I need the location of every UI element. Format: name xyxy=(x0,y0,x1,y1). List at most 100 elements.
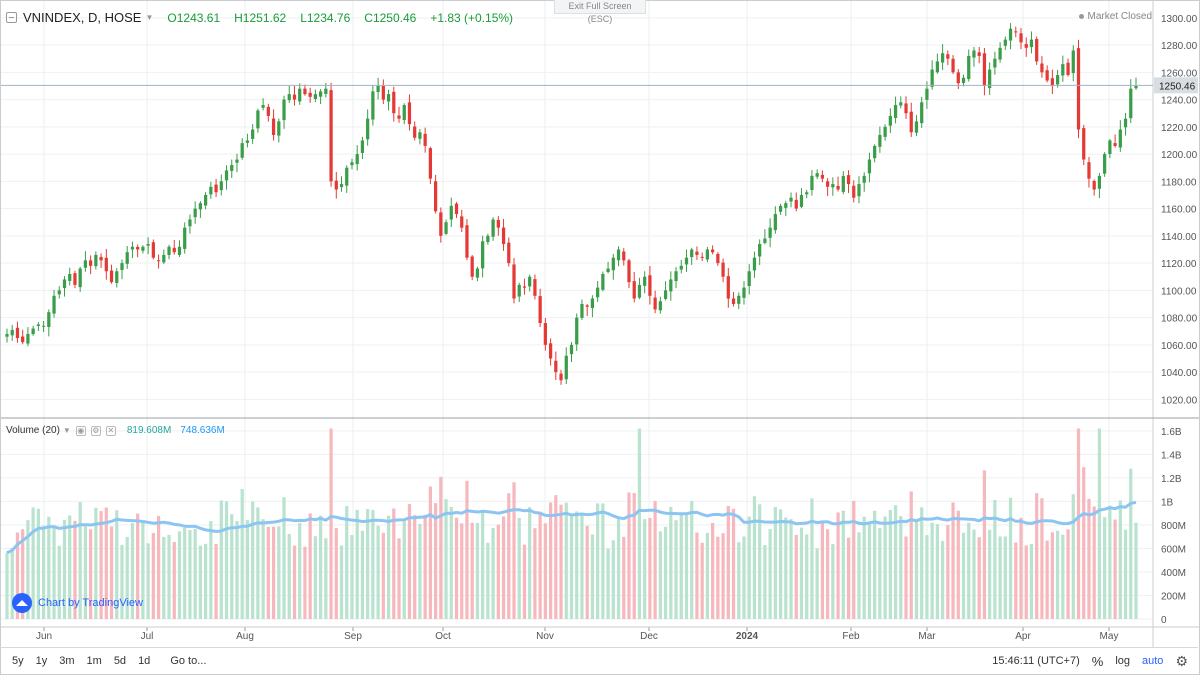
volume-bar xyxy=(1087,498,1091,619)
volume-bar xyxy=(893,505,898,619)
candle-down xyxy=(507,242,511,264)
candles xyxy=(5,23,1138,385)
volume-bar xyxy=(914,521,919,619)
volume-bar xyxy=(1123,529,1128,619)
volume-tick-label: 1B xyxy=(1161,497,1174,508)
volume-bar xyxy=(616,517,621,619)
candle-up xyxy=(198,203,203,210)
volume-bar xyxy=(799,527,804,619)
chevron-down-icon[interactable]: ▼ xyxy=(145,13,154,22)
candle-up xyxy=(386,94,391,102)
tradingview-badge[interactable]: Chart by TradingView xyxy=(12,592,143,614)
price-tick-label: 1180.00 xyxy=(1161,177,1197,188)
volume-bar xyxy=(177,531,182,619)
volume-bar xyxy=(475,522,480,619)
candle-up xyxy=(643,276,647,286)
candle-down xyxy=(392,91,396,114)
range-5y-button[interactable]: 5y xyxy=(12,654,24,667)
volume-bar xyxy=(439,476,443,619)
candle-up xyxy=(183,227,187,249)
volume-bar xyxy=(136,513,140,619)
volume-title[interactable]: Volume (20) xyxy=(6,425,60,436)
volume-bar xyxy=(36,508,40,619)
range-1m-button[interactable]: 1m xyxy=(86,654,102,667)
symbol-collapse-icon[interactable] xyxy=(6,12,17,23)
volume-bar xyxy=(413,515,417,619)
volume-tick-label: 1.4B xyxy=(1161,450,1182,461)
candle-up xyxy=(857,184,861,197)
volume-bar xyxy=(669,506,673,619)
candle-up xyxy=(355,154,359,165)
candle-up xyxy=(878,135,882,147)
candle-up xyxy=(486,235,490,243)
gear-icon[interactable]: ⚙ xyxy=(90,425,101,436)
volume-bar xyxy=(454,517,459,619)
auto-scale-toggle[interactable]: auto xyxy=(1142,655,1164,667)
candle-down xyxy=(381,85,385,100)
price-tick-label: 1260.00 xyxy=(1161,68,1198,79)
candle-up xyxy=(402,105,406,121)
volume-bar xyxy=(1061,534,1065,619)
chart-canvas[interactable]: 1020.00 1040.00 1060.00 1080.00 1100.00 1120.… xyxy=(1,1,1199,647)
volume-bar xyxy=(590,534,595,619)
candle-down xyxy=(846,175,851,185)
toolbar-right: 15:46:11 (UTC+7) % log auto ⚙ xyxy=(992,648,1188,674)
candle-up xyxy=(658,301,662,311)
price-tick-label: 1160.00 xyxy=(1161,205,1197,216)
clock-readout[interactable]: 15:46:11 (UTC+7) xyxy=(992,655,1080,667)
volume-bar xyxy=(658,531,662,619)
candle-up xyxy=(1071,50,1075,74)
volume-bar xyxy=(1003,536,1007,619)
volume-bar xyxy=(533,528,537,619)
close-icon[interactable]: ✕ xyxy=(105,425,116,436)
volume-bar xyxy=(256,507,260,619)
volume-bar xyxy=(585,525,589,619)
range-1d-button[interactable]: 1d xyxy=(138,654,151,667)
volume-bar xyxy=(10,548,14,619)
volume-bar xyxy=(663,526,668,619)
volume-bar xyxy=(778,509,783,619)
price-change: +1.83 (+0.15%) xyxy=(430,10,514,25)
goto-date-button[interactable]: Go to... xyxy=(170,654,207,667)
range-1y-button[interactable]: 1y xyxy=(35,654,48,667)
volume-bar xyxy=(496,524,500,619)
month-tick-label: Nov xyxy=(536,631,554,642)
exit-fullscreen-button[interactable]: Exit Full Screen (ESC) xyxy=(554,0,646,24)
volume-bar xyxy=(920,507,924,619)
volume-bar xyxy=(1014,542,1018,619)
candle-down xyxy=(99,256,103,261)
price-tick-label: 1120.00 xyxy=(1161,259,1197,270)
volume-bar xyxy=(89,529,93,619)
chevron-down-icon[interactable]: ▼ xyxy=(62,426,71,435)
volume-bar xyxy=(83,525,88,619)
range-3m-button[interactable]: 3m xyxy=(59,654,75,667)
volume-bar xyxy=(245,520,250,619)
volume-tick-label: 1.2B xyxy=(1161,474,1182,485)
candle-up xyxy=(596,287,600,298)
range-5d-button[interactable]: 5d xyxy=(113,654,127,667)
symbol-name[interactable]: VNINDEX, D, HOSE xyxy=(23,10,142,25)
settings-gear-icon[interactable]: ⚙ xyxy=(1175,652,1188,669)
volume-bar xyxy=(721,533,725,619)
volume-bar xyxy=(737,542,741,619)
volume-bar xyxy=(716,536,720,619)
candle-down xyxy=(1050,78,1054,86)
price-tick-label: 1200.00 xyxy=(1161,150,1198,161)
percent-scale-toggle[interactable]: % xyxy=(1091,653,1104,669)
candle-up xyxy=(752,257,757,271)
volume-bar xyxy=(653,501,657,619)
volume-bar xyxy=(522,544,527,619)
candle-up xyxy=(1003,39,1007,46)
candle-down xyxy=(548,343,553,359)
candle-up xyxy=(376,85,380,92)
candle-down xyxy=(512,264,516,299)
candle-up xyxy=(575,317,579,345)
candle-down xyxy=(956,72,960,84)
eye-icon[interactable]: ◉ xyxy=(75,425,86,436)
candle-up xyxy=(313,94,318,100)
ohlc-low: L1234.76 xyxy=(300,11,350,25)
volume-bar xyxy=(1008,497,1013,619)
log-scale-toggle[interactable]: log xyxy=(1115,655,1131,667)
candle-down xyxy=(554,360,558,373)
